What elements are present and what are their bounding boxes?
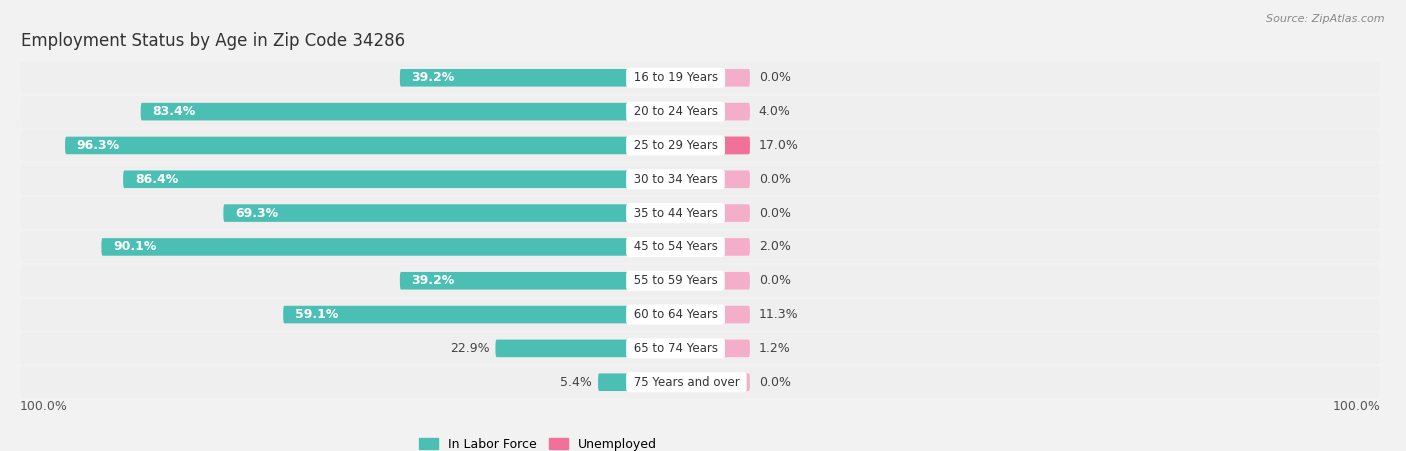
FancyBboxPatch shape	[399, 69, 630, 87]
Text: 96.3%: 96.3%	[77, 139, 120, 152]
Text: 0.0%: 0.0%	[759, 71, 790, 84]
FancyBboxPatch shape	[633, 373, 749, 391]
FancyBboxPatch shape	[633, 137, 749, 154]
FancyBboxPatch shape	[633, 238, 749, 256]
FancyBboxPatch shape	[633, 340, 749, 357]
Text: 30 to 34 Years: 30 to 34 Years	[630, 173, 721, 186]
FancyBboxPatch shape	[633, 170, 749, 188]
FancyBboxPatch shape	[283, 306, 630, 323]
Text: 100.0%: 100.0%	[20, 400, 67, 413]
FancyBboxPatch shape	[20, 332, 1381, 364]
Text: 16 to 19 Years: 16 to 19 Years	[630, 71, 721, 84]
FancyBboxPatch shape	[20, 129, 1381, 161]
Text: 55 to 59 Years: 55 to 59 Years	[630, 274, 721, 287]
Text: 39.2%: 39.2%	[412, 274, 456, 287]
Text: 17.0%: 17.0%	[759, 139, 799, 152]
FancyBboxPatch shape	[633, 340, 641, 357]
FancyBboxPatch shape	[65, 137, 630, 154]
Text: Employment Status by Age in Zip Code 34286: Employment Status by Age in Zip Code 342…	[21, 32, 405, 50]
FancyBboxPatch shape	[101, 238, 630, 256]
Text: 5.4%: 5.4%	[561, 376, 592, 389]
Text: 25 to 29 Years: 25 to 29 Years	[630, 139, 721, 152]
Text: 60 to 64 Years: 60 to 64 Years	[630, 308, 721, 321]
FancyBboxPatch shape	[399, 272, 630, 290]
FancyBboxPatch shape	[633, 272, 749, 290]
Text: 2.0%: 2.0%	[759, 240, 790, 253]
FancyBboxPatch shape	[20, 366, 1381, 398]
FancyBboxPatch shape	[633, 238, 647, 256]
Text: 20 to 24 Years: 20 to 24 Years	[630, 105, 721, 118]
Text: Source: ZipAtlas.com: Source: ZipAtlas.com	[1267, 14, 1385, 23]
Text: 90.1%: 90.1%	[112, 240, 156, 253]
FancyBboxPatch shape	[633, 306, 749, 323]
FancyBboxPatch shape	[598, 373, 630, 391]
Text: 83.4%: 83.4%	[152, 105, 195, 118]
FancyBboxPatch shape	[633, 69, 749, 87]
FancyBboxPatch shape	[20, 299, 1381, 331]
Text: 86.4%: 86.4%	[135, 173, 179, 186]
Text: 59.1%: 59.1%	[295, 308, 339, 321]
FancyBboxPatch shape	[20, 265, 1381, 297]
Text: 22.9%: 22.9%	[450, 342, 489, 355]
Text: 0.0%: 0.0%	[759, 274, 790, 287]
Text: 75 Years and over: 75 Years and over	[630, 376, 744, 389]
Text: 100.0%: 100.0%	[1333, 400, 1381, 413]
FancyBboxPatch shape	[20, 163, 1381, 195]
Text: 4.0%: 4.0%	[759, 105, 790, 118]
FancyBboxPatch shape	[633, 103, 749, 120]
FancyBboxPatch shape	[633, 103, 661, 120]
Text: 0.0%: 0.0%	[759, 173, 790, 186]
Text: 69.3%: 69.3%	[235, 207, 278, 220]
Text: 0.0%: 0.0%	[759, 376, 790, 389]
Legend: In Labor Force, Unemployed: In Labor Force, Unemployed	[413, 433, 662, 451]
FancyBboxPatch shape	[124, 170, 630, 188]
FancyBboxPatch shape	[633, 204, 749, 222]
FancyBboxPatch shape	[20, 96, 1381, 128]
FancyBboxPatch shape	[141, 103, 630, 120]
FancyBboxPatch shape	[20, 231, 1381, 263]
FancyBboxPatch shape	[495, 340, 630, 357]
FancyBboxPatch shape	[20, 62, 1381, 94]
Text: 1.2%: 1.2%	[759, 342, 790, 355]
Text: 45 to 54 Years: 45 to 54 Years	[630, 240, 721, 253]
FancyBboxPatch shape	[633, 306, 710, 323]
Text: 39.2%: 39.2%	[412, 71, 456, 84]
FancyBboxPatch shape	[20, 197, 1381, 229]
FancyBboxPatch shape	[633, 137, 749, 154]
Text: 35 to 44 Years: 35 to 44 Years	[630, 207, 721, 220]
Text: 65 to 74 Years: 65 to 74 Years	[630, 342, 721, 355]
FancyBboxPatch shape	[224, 204, 630, 222]
Text: 11.3%: 11.3%	[759, 308, 799, 321]
Text: 0.0%: 0.0%	[759, 207, 790, 220]
